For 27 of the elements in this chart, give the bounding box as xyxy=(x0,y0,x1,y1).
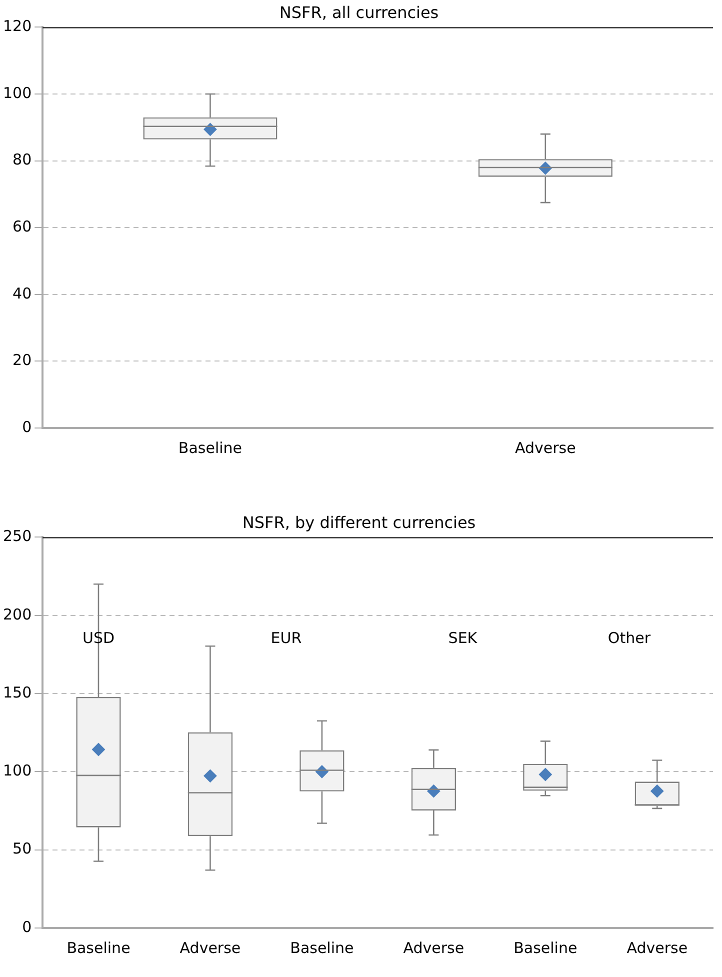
y-tick-label: 50 xyxy=(12,840,32,858)
x-tick-label: Baseline xyxy=(178,438,242,457)
y-tick-label: 200 xyxy=(2,605,32,624)
x-tick-label: Adverse xyxy=(180,938,241,957)
annotation: EUR xyxy=(270,628,302,647)
y-tick-label: 0 xyxy=(22,418,32,436)
annotation: SEK xyxy=(448,628,478,647)
x-tick-label: Adverse xyxy=(403,938,464,957)
y-tick-label: 150 xyxy=(2,683,32,702)
x-tick-label: Adverse xyxy=(514,438,576,457)
y-tick-label: 250 xyxy=(2,527,32,546)
chart-title: NSFR, all currencies xyxy=(279,2,439,22)
x-tick-label: Baseline xyxy=(66,938,130,957)
annotation: USD xyxy=(82,628,115,647)
y-tick-label: 60 xyxy=(12,217,32,236)
y-tick-label: 0 xyxy=(22,918,32,936)
y-tick-label: 120 xyxy=(2,17,32,36)
y-tick-label: 100 xyxy=(2,762,32,780)
y-tick-label: 40 xyxy=(12,284,32,302)
y-tick-label: 20 xyxy=(12,351,32,370)
x-tick-label: Baseline xyxy=(290,938,354,957)
y-tick-label: 80 xyxy=(12,150,32,169)
chart-title: NSFR, by different currencies xyxy=(242,512,476,532)
y-tick-label: 100 xyxy=(2,84,32,102)
x-tick-label: Baseline xyxy=(514,938,578,957)
annotation: Other xyxy=(608,628,652,647)
x-tick-label: Adverse xyxy=(626,938,688,957)
